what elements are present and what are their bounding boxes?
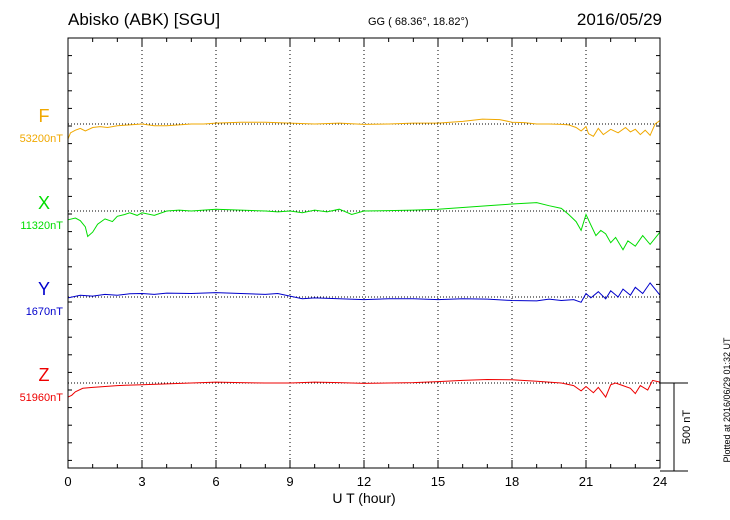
series-name-F: F: [39, 106, 50, 126]
series-baseline-Z: 51960nT: [20, 392, 64, 404]
axis-ticks: 0 3 6 9 12 15 18 21 24: [64, 37, 667, 489]
series-name-Z: Z: [39, 365, 50, 385]
series-labels: F 53200nT X 11320nT Y 1670nT Z 51960nT: [20, 106, 64, 404]
grid-lines: [68, 38, 660, 468]
x-tick-label-3: 3: [138, 474, 145, 489]
trace-Y: [67, 282, 661, 303]
series-baseline-F: 53200nT: [20, 133, 64, 145]
series-name-X: X: [38, 193, 50, 213]
trace-F: [67, 118, 661, 140]
trace-X: [67, 202, 661, 251]
series-baseline-X: 11320nT: [20, 220, 63, 232]
x-tick-label-21: 21: [579, 474, 593, 489]
x-axis-label: U T (hour): [332, 490, 395, 506]
scale-bar-label: 500 nT: [681, 410, 693, 445]
scale-bar: 500 nT: [660, 382, 693, 472]
x-tick-label-6: 6: [212, 474, 219, 489]
plot-date: 2016/05/29: [576, 10, 662, 29]
geographic-coordinates: GG ( 68.36°, 18.82°): [368, 16, 469, 28]
plotted-timestamp: Plotted at 2016/06/29 01:32 UT: [722, 337, 730, 463]
station-title: Abisko (ABK) [SGU]: [68, 10, 221, 29]
x-tick-label-9: 9: [286, 474, 293, 489]
x-tick-label-12: 12: [357, 474, 371, 489]
trace-Z: [67, 378, 661, 399]
series-name-Y: Y: [38, 279, 50, 299]
x-tick-label-15: 15: [431, 474, 445, 489]
series-traces: [67, 118, 661, 399]
x-tick-label-24: 24: [653, 474, 667, 489]
x-tick-label-18: 18: [505, 474, 519, 489]
x-tick-label-0: 0: [64, 474, 71, 489]
series-baseline-Y: 1670nT: [26, 306, 64, 318]
